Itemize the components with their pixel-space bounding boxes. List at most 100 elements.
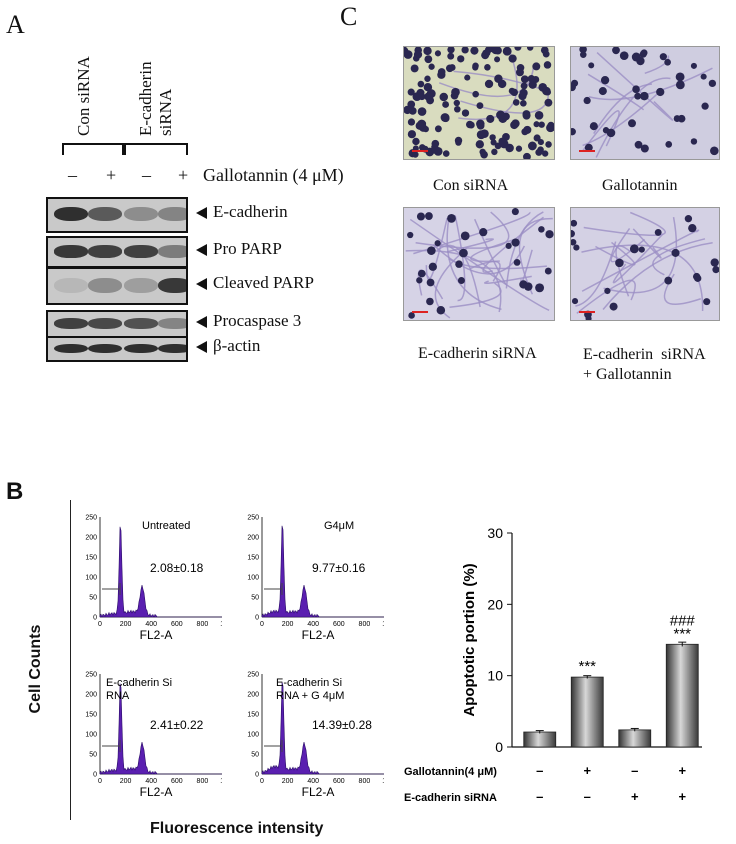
- micrograph-ecad-gallotannin: [570, 207, 720, 321]
- y-tick: 250: [85, 515, 97, 522]
- blot-label: Pro PARP: [196, 239, 282, 259]
- x-tick: 600: [333, 621, 345, 628]
- panel-c-letter: C: [340, 2, 358, 31]
- cell-dot: [640, 144, 649, 153]
- cell-dot: [520, 75, 529, 84]
- histogram-title: E-cadherin Si: [106, 677, 172, 689]
- cell-dot: [634, 140, 643, 149]
- cell-dot: [486, 114, 495, 123]
- cell-dot: [543, 61, 552, 69]
- cell-dot: [527, 75, 536, 83]
- cell-dot: [484, 79, 494, 89]
- blot-label-text: E-cadherin: [213, 202, 288, 221]
- arrow-left-icon: [196, 341, 207, 354]
- blot-band: [158, 245, 186, 258]
- cell-dot: [410, 64, 419, 73]
- cell-dot: [426, 278, 435, 287]
- cell-dot: [426, 297, 434, 306]
- cell-dot: [523, 152, 531, 159]
- treatment-label: Gallotannin (4 μM): [203, 165, 344, 185]
- cell-dot: [544, 267, 552, 275]
- cell-dot: [573, 244, 580, 251]
- fluorescence-label: Fluorescence intensity: [150, 820, 324, 837]
- cell-dot: [694, 274, 702, 282]
- x-tick: 1000: [382, 621, 384, 628]
- x-tick: 1000: [220, 621, 222, 628]
- cell-dot: [640, 91, 649, 101]
- blot-band: [124, 245, 158, 258]
- cell-dot: [434, 240, 441, 247]
- histogram-area: [99, 683, 222, 775]
- cell-dot: [404, 47, 409, 56]
- cell-dot: [675, 80, 685, 90]
- condition-sign: +: [678, 763, 686, 778]
- x-tick: 800: [359, 621, 371, 628]
- cell-dot: [571, 219, 578, 227]
- cell-dot: [545, 230, 554, 239]
- blot-label: β-actin: [196, 336, 260, 356]
- cell-dot: [436, 305, 446, 315]
- cell-dot: [414, 51, 421, 59]
- cell-dot: [472, 90, 479, 98]
- blot-band: [124, 277, 158, 293]
- blot-band: [88, 245, 122, 258]
- histogram-title: Untreated: [142, 520, 190, 532]
- histogram-area: [261, 681, 384, 775]
- panel-a-letter: A: [6, 10, 25, 39]
- cell-dot: [415, 121, 424, 130]
- cell-dot: [455, 139, 462, 146]
- cell-dot: [701, 102, 709, 110]
- cell-dot: [425, 212, 433, 220]
- cell-dot: [457, 55, 465, 63]
- blot-label-text: β-actin: [213, 336, 261, 355]
- group-label-ecad: E-cadherin siRNA: [136, 61, 175, 136]
- cell-dot: [684, 215, 693, 223]
- x-tick: 1000: [220, 778, 222, 785]
- cell-dot: [447, 213, 456, 223]
- cell-dot: [454, 105, 461, 113]
- cell-dot: [514, 47, 522, 51]
- cell-dot: [412, 151, 419, 158]
- cell-dot: [494, 56, 501, 63]
- apoptosis-bar-chart: 0 10 20 30 Apoptotic portion (%) – – *** + – – + ###…: [404, 525, 702, 804]
- cell-dot: [700, 73, 707, 80]
- blot-band: [124, 207, 158, 222]
- blot-strip: [46, 310, 188, 338]
- y-tick: 200: [85, 535, 97, 542]
- cell-dot: [538, 83, 548, 92]
- cell-dot: [490, 139, 497, 146]
- condition-sign: +: [583, 763, 591, 778]
- histogram: 0 50 100 150 200 250 0 200 400 600 800 1000 FL2-A E-c…: [247, 672, 384, 799]
- cell-dot: [710, 258, 719, 267]
- cell-dot: [659, 53, 667, 61]
- cell-dot: [520, 99, 527, 107]
- cell-dot: [615, 258, 624, 268]
- cell-dot: [532, 62, 541, 71]
- y-tick-label: 30: [487, 525, 503, 541]
- blot-band: [158, 343, 186, 354]
- bar: [618, 729, 652, 748]
- cell-dot: [606, 128, 616, 138]
- cell-dot: [513, 259, 521, 266]
- blot-band: [54, 318, 88, 329]
- y-tick: 100: [85, 575, 97, 582]
- cell-dot: [520, 82, 528, 90]
- significance-mark: ###: [670, 612, 696, 629]
- blot-band: [88, 318, 122, 329]
- y-tick: 250: [247, 672, 259, 679]
- blot-label: Procaspase 3: [196, 311, 301, 331]
- cell-dot: [534, 111, 544, 120]
- group-label-con: Con siRNA: [74, 56, 93, 136]
- cell-dot: [545, 141, 552, 148]
- cell-dot: [459, 248, 468, 258]
- cell-dot: [511, 238, 520, 247]
- cell-dot: [416, 212, 425, 221]
- cell-dot: [609, 302, 618, 311]
- cell-dot: [407, 231, 414, 239]
- panel-b-axis-line: [70, 500, 71, 820]
- x-tick: 200: [120, 621, 132, 628]
- cell-dot: [571, 83, 576, 92]
- cell-dot: [540, 47, 549, 55]
- bar: [523, 731, 557, 748]
- arrow-left-icon: [196, 244, 207, 257]
